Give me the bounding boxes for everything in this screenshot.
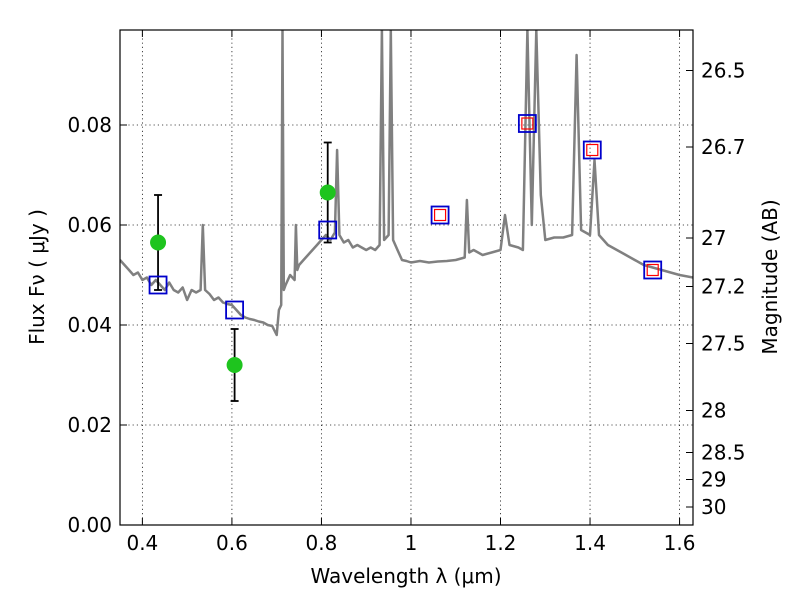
axes-ticks: 0.4 0.6 0.8 1 1.2 1.4 1.6 0.00 0.02 0.04 0.06 0.08 2… xyxy=(67,30,746,555)
y-tick-label: 0.08 xyxy=(67,113,112,137)
y-tick-label: 0.04 xyxy=(67,313,112,337)
y2-axis-label: Magnitude (AB) xyxy=(758,199,782,354)
inner-flux-square xyxy=(586,143,599,157)
observed-flux-point xyxy=(319,184,336,201)
y2-tick-label: 28.5 xyxy=(701,441,746,465)
x-tick-label: 1.4 xyxy=(574,531,606,555)
plot-frame xyxy=(119,29,694,526)
x-tick-label: 0.8 xyxy=(306,531,338,555)
model-flux-square xyxy=(643,260,663,280)
y2-tick-label: 30 xyxy=(701,495,726,519)
inner-flux-square xyxy=(521,117,534,130)
x-tick-label: 1.6 xyxy=(664,531,696,555)
y2-tick-label: 26.7 xyxy=(701,135,746,159)
model-flux-square xyxy=(225,300,245,320)
x-tick-label: 1.2 xyxy=(485,531,517,555)
y2-tick-label: 28 xyxy=(701,399,726,423)
model-flux-square xyxy=(582,140,602,160)
inner-flux-square xyxy=(433,208,447,222)
grid xyxy=(120,30,693,525)
model-flux-square xyxy=(148,275,168,295)
x-tick-label: 0.6 xyxy=(216,531,248,555)
y-tick-label: 0.02 xyxy=(67,413,112,437)
y-axis-label: Flux Fν ( μJy ) xyxy=(25,209,49,345)
y2-tick-label: 27 xyxy=(701,226,726,250)
x-tick-label: 1 xyxy=(405,531,418,555)
model-flux-square xyxy=(318,220,338,240)
y2-tick-label: 29 xyxy=(701,468,726,492)
x-tick-label: 0.4 xyxy=(126,531,158,555)
y-tick-label: 0.06 xyxy=(67,213,112,237)
model-flux-square xyxy=(517,114,537,133)
y2-tick-label: 26.5 xyxy=(701,59,746,83)
x-axis-label: Wavelength λ (μm) xyxy=(310,564,501,588)
y-tick-label: 0.00 xyxy=(67,513,112,537)
observed-flux-point xyxy=(150,234,167,251)
plot-area xyxy=(120,30,693,402)
y2-tick-label: 27.2 xyxy=(701,275,746,299)
observed-flux-point xyxy=(226,357,243,373)
model-flux-square xyxy=(430,205,450,225)
inner-flux-square xyxy=(646,263,659,277)
spectrum-line xyxy=(120,30,693,337)
y2-tick-label: 27.5 xyxy=(701,332,746,356)
